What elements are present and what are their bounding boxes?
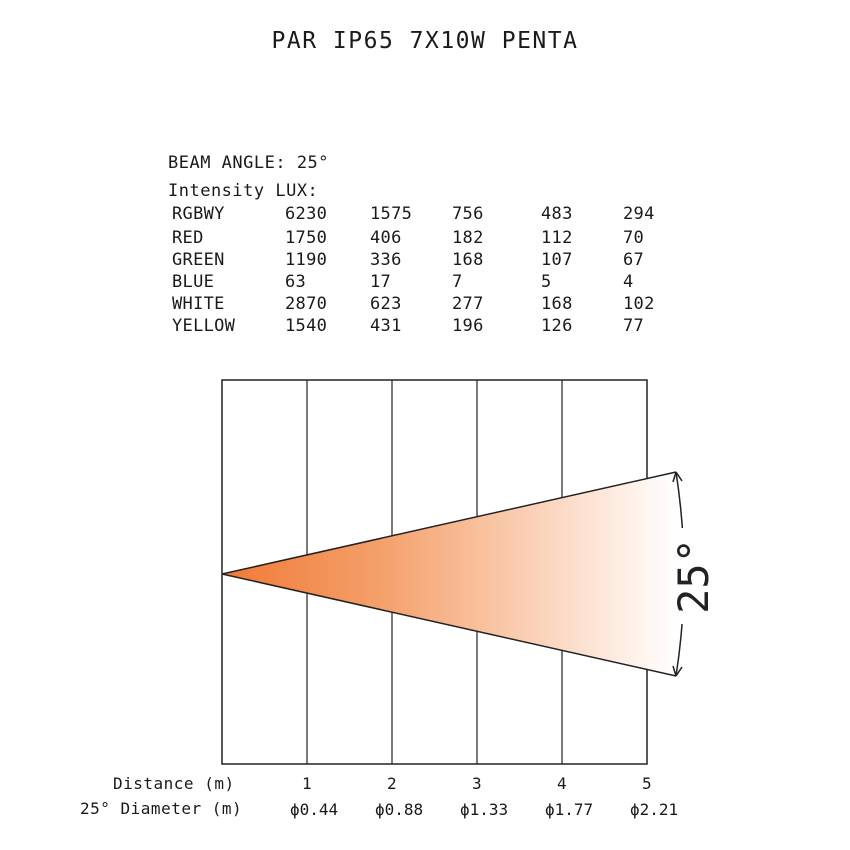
table-row-label: GREEN: [172, 250, 225, 270]
table-cell: 102: [623, 294, 655, 314]
table-cell: 1575: [370, 204, 413, 224]
diameter-value: ϕ1.77: [545, 800, 594, 819]
table-cell: 1540: [285, 316, 328, 336]
table-cell: 483: [541, 204, 573, 224]
beam-angle-label: BEAM ANGLE: 25°: [168, 153, 330, 173]
arc-label-gap: [674, 528, 704, 624]
distance-tick-label: 3: [472, 774, 482, 793]
table-cell: 67: [623, 250, 645, 270]
table-row-label: WHITE: [172, 294, 225, 314]
diameter-label: 25° Diameter (m): [80, 799, 243, 818]
table-cell: 77: [623, 316, 645, 336]
table-cell: 182: [452, 228, 484, 248]
table-cell: 70: [623, 228, 645, 248]
table-row-label: RGBWY: [172, 204, 225, 224]
table-cell: 1190: [285, 250, 328, 270]
table-cell: 7: [452, 272, 463, 292]
table-cell: 2870: [285, 294, 328, 314]
diameter-value: ϕ0.44: [290, 800, 339, 819]
table-cell: 406: [370, 228, 402, 248]
intensity-label: Intensity LUX:: [168, 181, 319, 201]
diameter-value: ϕ0.88: [375, 800, 424, 819]
table-cell: 168: [541, 294, 573, 314]
distance-tick-label: 2: [387, 774, 397, 793]
table-cell: 277: [452, 294, 484, 314]
table-cell: 4: [623, 272, 634, 292]
table-cell: 63: [285, 272, 307, 292]
table-cell: 17: [370, 272, 392, 292]
table-cell: 294: [623, 204, 655, 224]
arc-arrow-top: [672, 471, 683, 483]
table-row-label: YELLOW: [172, 316, 236, 336]
table-cell: 431: [370, 316, 402, 336]
diameter-value: ϕ2.21: [630, 800, 679, 819]
table-cell: 126: [541, 316, 573, 336]
distance-tick-label: 1: [302, 774, 312, 793]
diameter-value: ϕ1.33: [460, 800, 509, 819]
table-cell: 1750: [285, 228, 328, 248]
table-cell: 5: [541, 272, 552, 292]
table-cell: 336: [370, 250, 402, 270]
table-cell: 6230: [285, 204, 328, 224]
beam-upper-edge: [221, 471, 677, 575]
table-cell: 196: [452, 316, 484, 336]
beam-lower-edge: [221, 573, 677, 677]
table-cell: 112: [541, 228, 573, 248]
arc-arrow-bottom: [672, 665, 683, 677]
table-row-label: RED: [172, 228, 204, 248]
table-cell: 756: [452, 204, 484, 224]
distance-tick-label: 4: [557, 774, 567, 793]
table-row-label: BLUE: [172, 272, 215, 292]
table-cell: 168: [452, 250, 484, 270]
angle-label: 25°: [669, 538, 718, 614]
distance-label: Distance (m): [113, 774, 235, 793]
distance-tick-label: 5: [642, 774, 652, 793]
table-cell: 623: [370, 294, 402, 314]
beam-cone: [222, 472, 676, 676]
page-title: PAR IP65 7X10W PENTA: [271, 28, 579, 54]
table-cell: 107: [541, 250, 573, 270]
